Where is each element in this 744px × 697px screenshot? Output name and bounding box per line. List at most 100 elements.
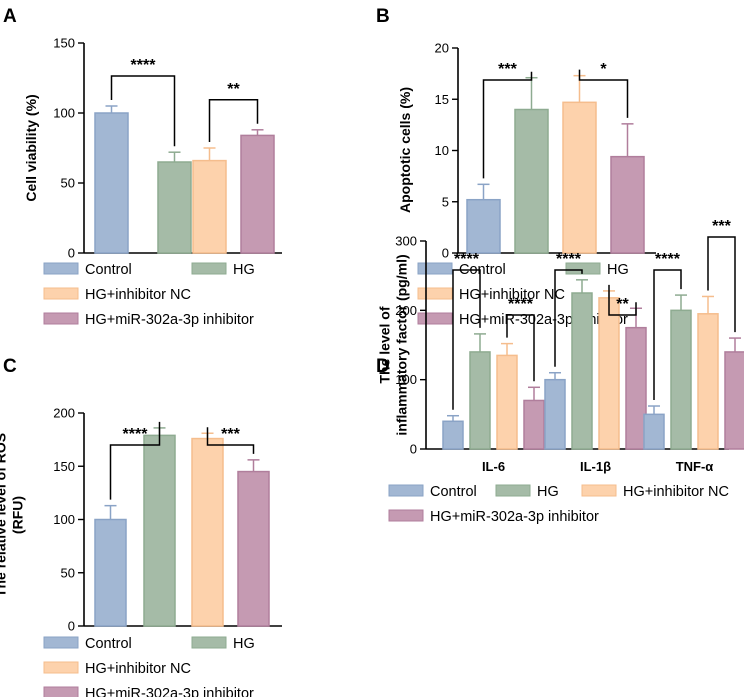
legend-swatch — [43, 661, 79, 674]
y-tick-label: 50 — [61, 176, 75, 191]
legend-swatch — [191, 262, 227, 275]
legend-label: Control — [430, 484, 477, 500]
significance-bracket — [109, 421, 161, 500]
legend-swatch — [565, 262, 601, 275]
bar — [643, 413, 665, 450]
bar — [562, 101, 597, 254]
y-tick-label: 300 — [395, 234, 417, 249]
legend-label: HG+inhibitor NC — [85, 287, 191, 303]
y-tick-label: 0 — [442, 246, 449, 261]
significance-bracket — [452, 269, 481, 410]
y-tick-label: 100 — [53, 512, 75, 527]
significance-label: ** — [616, 296, 629, 313]
y-tick-label: 150 — [53, 459, 75, 474]
y-tick-label: 200 — [53, 406, 75, 421]
significance-bracket — [110, 75, 176, 147]
legend-swatch — [43, 686, 79, 697]
y-tick-label: 10 — [435, 143, 449, 158]
legend-swatch — [581, 484, 617, 497]
significance-label: **** — [508, 296, 534, 313]
bar — [240, 134, 275, 254]
y-axis-title: Cell viability (%) — [23, 94, 39, 201]
bar — [192, 159, 227, 254]
legend-label: HG+inhibitor NC — [623, 484, 729, 500]
legend-swatch — [417, 262, 453, 275]
panel-letter: C — [3, 356, 17, 377]
significance-label: **** — [123, 426, 149, 443]
legend-swatch — [43, 287, 79, 300]
bar — [94, 518, 127, 627]
legend-swatch — [388, 509, 424, 522]
legend-label: HG+miR-302a-3p inhibitor — [85, 686, 254, 697]
bar — [625, 326, 647, 450]
y-tick-label: 5 — [442, 194, 449, 209]
legend-swatch — [495, 484, 531, 497]
significance-bracket — [482, 71, 533, 179]
bar — [697, 313, 719, 450]
bar — [670, 309, 692, 450]
significance-label: **** — [454, 251, 480, 268]
bar — [466, 198, 501, 254]
significance-label: * — [600, 61, 607, 78]
legend-label: HG+miR-302a-3p inhibitor — [85, 312, 254, 328]
panel-d: D 0 100 200 300 The level of inflammatory fact… — [376, 218, 744, 525]
significance-bracket — [208, 99, 259, 142]
significance-bracket — [554, 269, 583, 367]
bar — [496, 354, 518, 450]
y-tick-label: 20 — [435, 41, 449, 56]
significance-label: *** — [498, 61, 517, 78]
legend-label: HG+miR-302a-3p inhibitor — [430, 509, 599, 525]
significance-label: *** — [221, 426, 240, 443]
x-category-label: IL-1β — [580, 459, 611, 474]
legend-label: Control — [459, 262, 506, 278]
significance-label: **** — [556, 251, 582, 268]
legend-label: HG — [233, 262, 255, 278]
y-axis-title: The level of — [377, 306, 393, 383]
legend-label: Control — [85, 262, 132, 278]
y-tick-label: 200 — [395, 303, 417, 318]
y-tick-label: 15 — [435, 92, 449, 107]
significance-bracket — [506, 314, 535, 382]
significance-bracket — [206, 427, 255, 454]
y-tick-label: 0 — [68, 619, 75, 634]
legend-label: Control — [85, 636, 132, 652]
legend-swatch — [43, 262, 79, 275]
legend-swatch — [388, 484, 424, 497]
bar — [544, 378, 566, 450]
bar — [610, 155, 645, 254]
panel-c: C 0 50 100 150 200 The relative level of ROS(R… — [0, 356, 282, 697]
bar — [143, 434, 176, 627]
significance-bracket — [578, 69, 629, 118]
y-tick-label: 100 — [395, 372, 417, 387]
significance-label: *** — [712, 218, 731, 235]
legend-label: HG — [537, 484, 559, 500]
y-tick-label: 100 — [53, 106, 75, 121]
bar — [571, 292, 593, 450]
legend-swatch — [43, 312, 79, 325]
legend-swatch — [191, 636, 227, 649]
significance-bracket — [608, 284, 637, 316]
y-axis-title: Apoptotic cells (%) — [397, 87, 413, 213]
y-tick-label: 50 — [61, 565, 75, 580]
significance-label: ** — [227, 81, 240, 98]
panel-letter: A — [3, 6, 17, 27]
significance-label: **** — [655, 251, 681, 268]
bar — [442, 420, 464, 450]
legend-swatch — [417, 287, 453, 300]
y-tick-label: 150 — [53, 36, 75, 51]
bar — [514, 108, 549, 254]
x-category-label: TNF-α — [676, 459, 714, 474]
y-tick-label: 0 — [68, 246, 75, 261]
legend-label: HG — [233, 636, 255, 652]
y-tick-label: 0 — [410, 442, 417, 457]
bar — [598, 297, 620, 450]
bar — [724, 351, 744, 450]
legend-swatch — [43, 636, 79, 649]
bar — [94, 112, 129, 254]
significance-label: **** — [131, 57, 157, 74]
significance-bracket — [653, 269, 682, 401]
legend-label: HG+inhibitor NC — [459, 287, 565, 303]
